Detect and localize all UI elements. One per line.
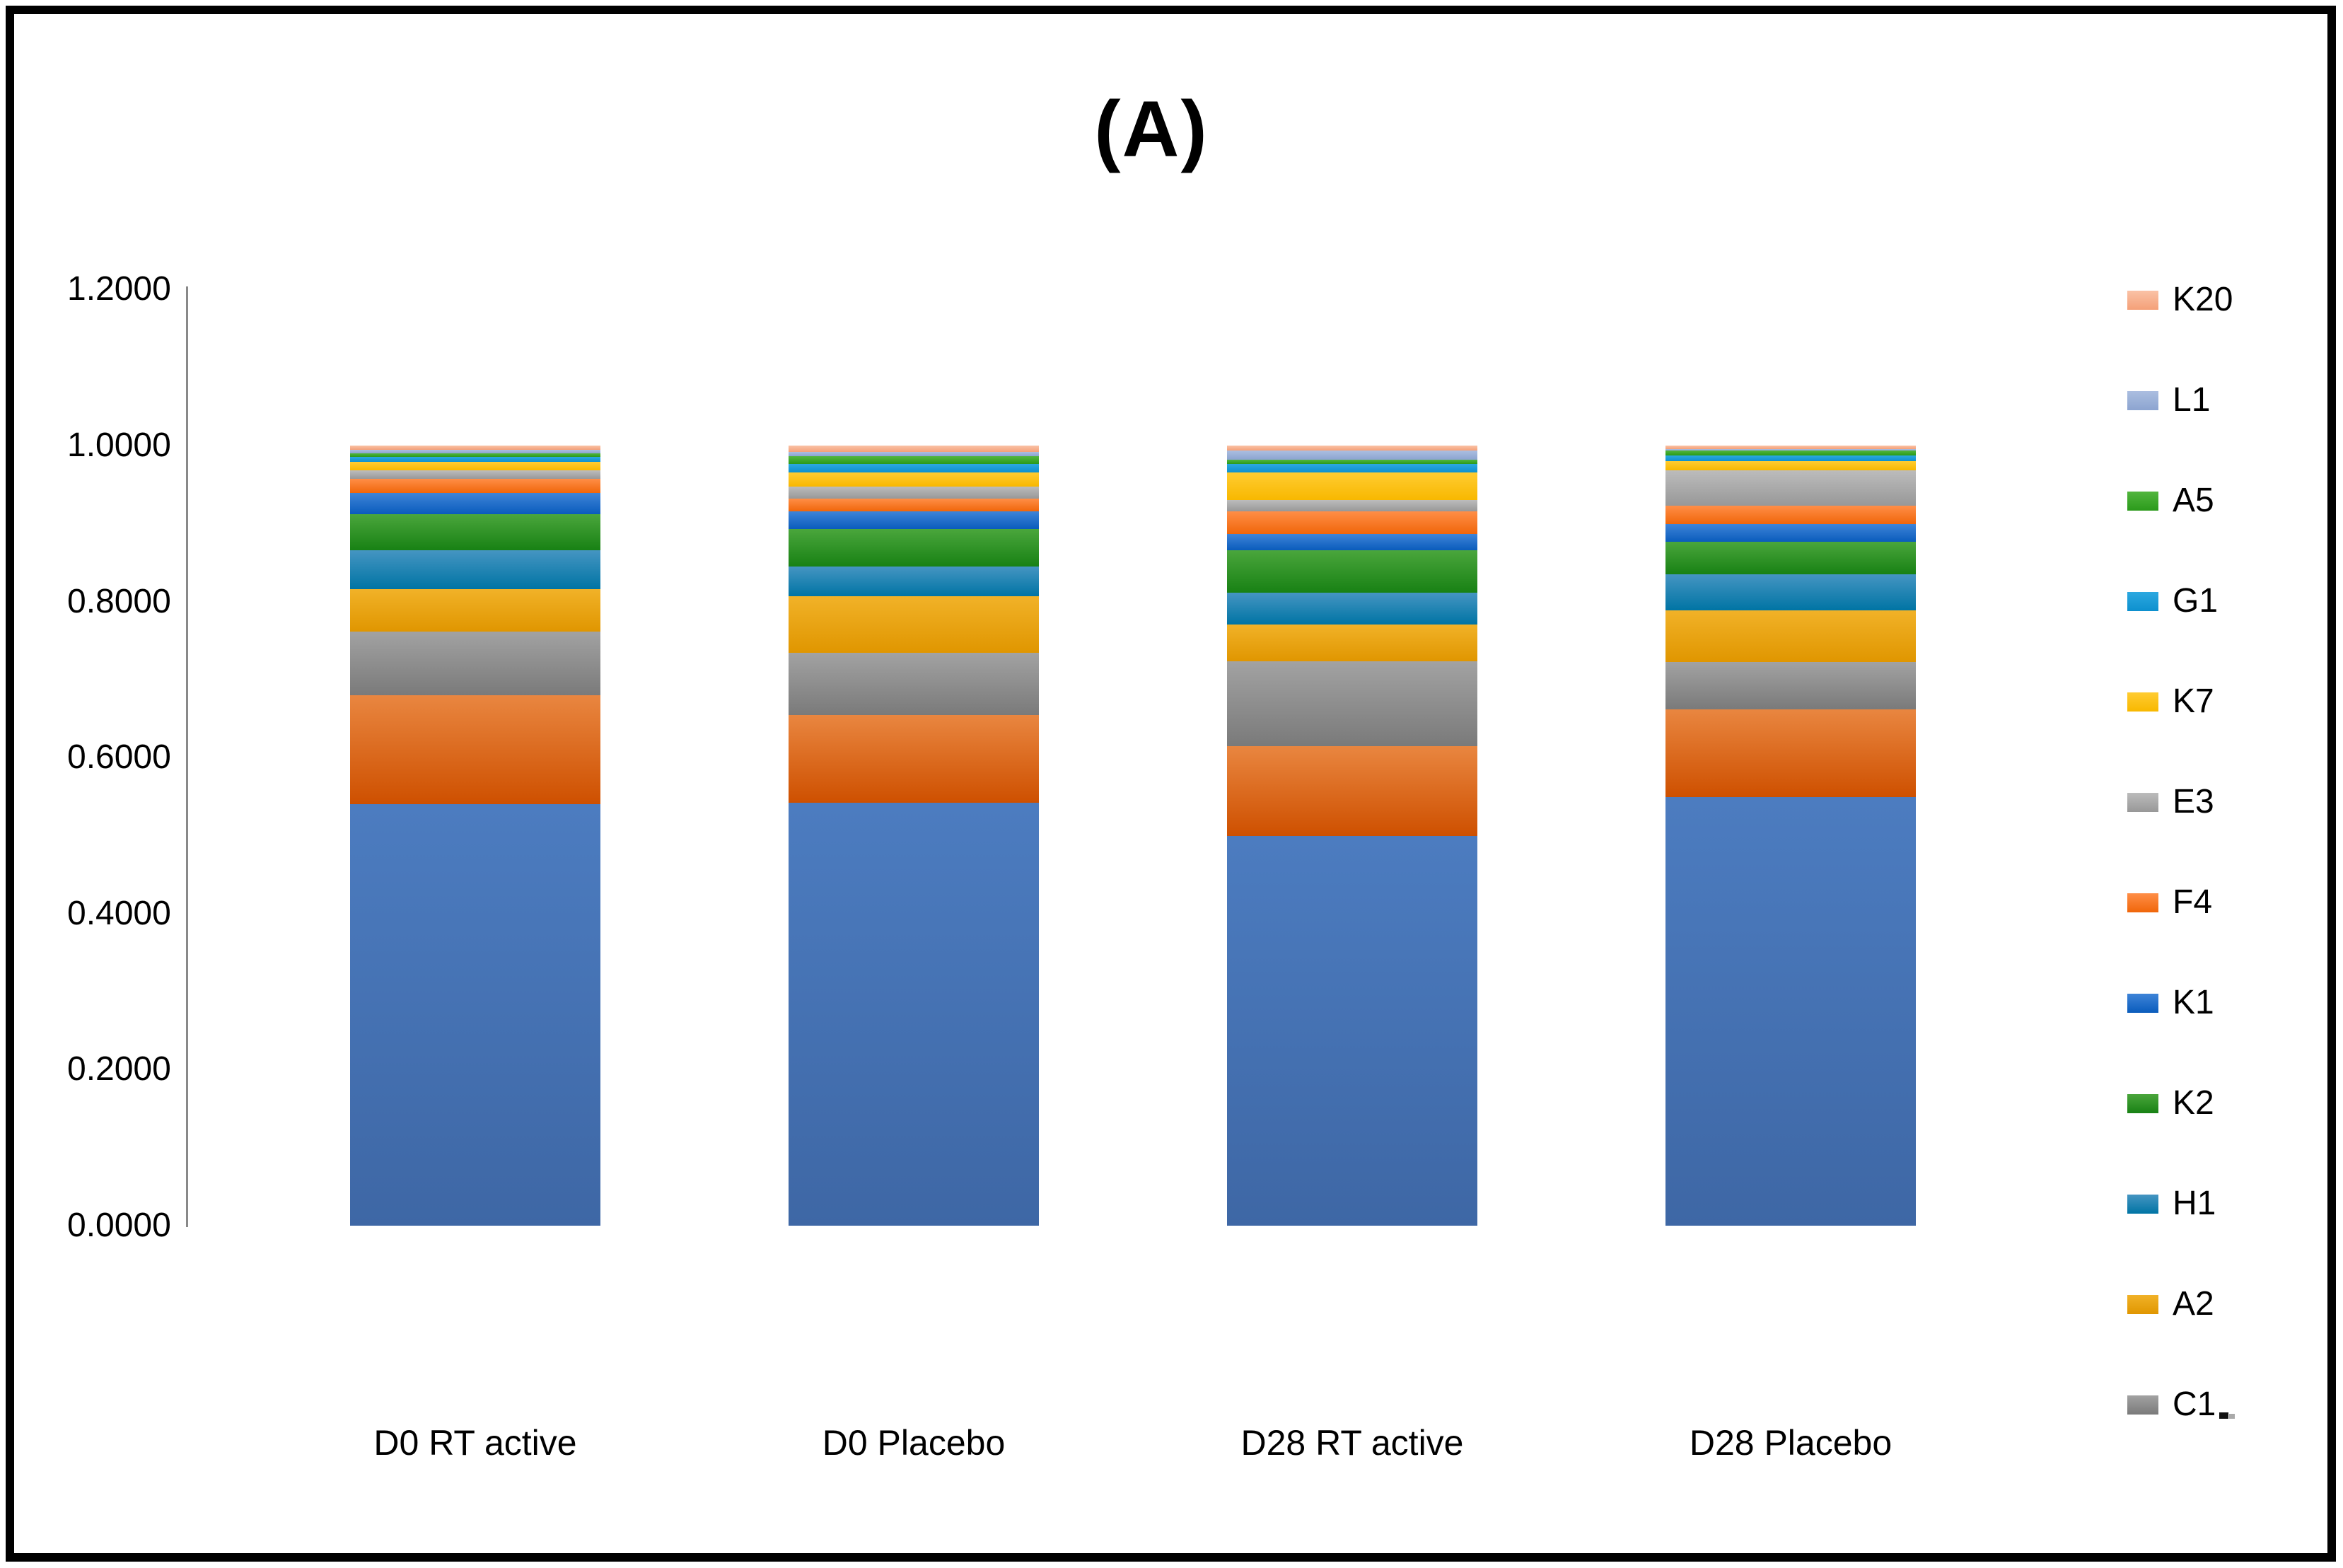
- y-tick-label: 0.6000: [67, 738, 171, 777]
- legend-swatch-G1: [2127, 592, 2158, 611]
- cropped-legend-artifact-gray: [2229, 1414, 2235, 1419]
- bar-segment-G1: [1227, 463, 1477, 472]
- bar-segment-A5: [1227, 459, 1477, 464]
- x-category-label: D28 Placebo: [1689, 1423, 1893, 1463]
- bar-segment-A2: [1665, 610, 1916, 662]
- bar-segment-H1: [1665, 574, 1916, 610]
- bar-segment-unlabeled-blue-base: [1227, 835, 1477, 1226]
- bar-segment-K2: [350, 513, 600, 550]
- bar-segment-E3: [1665, 470, 1916, 506]
- y-tick-label: 0.2000: [67, 1050, 171, 1088]
- bar-segment-C1: [789, 653, 1039, 716]
- bar-segment-G1: [789, 464, 1039, 473]
- bar-segment-unlabeled-blue-base: [1665, 796, 1916, 1226]
- bar-segment-L1: [350, 449, 600, 453]
- bar-segment-F4: [789, 499, 1039, 511]
- x-category-label: D28 RT active: [1240, 1423, 1464, 1463]
- bar-segment-unlabeled-orange-base: [1227, 745, 1477, 836]
- legend-label-K2: K2: [2173, 1084, 2214, 1122]
- bar-segment-C1: [350, 631, 600, 695]
- bar-segment-unlabeled-orange-base: [350, 695, 600, 804]
- bar-segment-G1: [1665, 455, 1916, 461]
- y-tick-label: 0.4000: [67, 894, 171, 932]
- legend-swatch-K2: [2127, 1094, 2158, 1113]
- legend-swatch-L1: [2127, 391, 2158, 410]
- bar-segment-F4: [350, 478, 600, 493]
- bar-segment-G1: [350, 456, 600, 462]
- legend-label-C1: C1: [2173, 1386, 2216, 1423]
- bar-segment-A2: [350, 588, 600, 632]
- bar-segment-C1: [1227, 661, 1477, 746]
- x-category-label: D0 Placebo: [822, 1423, 1006, 1463]
- y-axis-line: [186, 286, 188, 1227]
- legend-label-E3: E3: [2173, 783, 2214, 820]
- legend-swatch-E3: [2127, 793, 2158, 812]
- bar-segment-L1: [1227, 450, 1477, 460]
- bar-segment-K2: [789, 529, 1039, 567]
- bar-segment-K7: [789, 472, 1039, 487]
- y-tick-label: 1.0000: [67, 426, 171, 464]
- legend-swatch-A5: [2127, 492, 2158, 511]
- bar-segment-K2: [1665, 541, 1916, 574]
- bar-segment-A5: [1665, 450, 1916, 455]
- bar-segment-unlabeled-blue-base: [350, 803, 600, 1226]
- bar-segment-K7: [350, 461, 600, 470]
- bar-segment-K20: [1227, 446, 1477, 451]
- legend-label-A2: A2: [2173, 1285, 2214, 1323]
- bar-segment-L1: [789, 452, 1039, 456]
- y-tick-label: 1.2000: [67, 270, 171, 308]
- legend-label-G1: G1: [2173, 582, 2219, 620]
- x-category-label: D0 RT active: [373, 1423, 577, 1463]
- y-tick-label: 0.0000: [67, 1207, 171, 1244]
- bar-segment-K20: [789, 446, 1039, 453]
- bar-segment-K20: [350, 446, 600, 450]
- bar-segment-E3: [1227, 499, 1477, 511]
- bar-segment-C1: [1665, 661, 1916, 709]
- bar-segment-A5: [789, 456, 1039, 465]
- legend-label-L1: L1: [2173, 381, 2211, 419]
- chart-outer-border: [6, 6, 2336, 1562]
- bar-segment-K7: [1665, 460, 1916, 470]
- bar-segment-K1: [350, 492, 600, 514]
- bar-segment-K20: [1665, 446, 1916, 449]
- bar-segment-A2: [789, 596, 1039, 654]
- legend-label-K7: K7: [2173, 683, 2214, 720]
- legend-swatch-C1: [2127, 1395, 2158, 1415]
- legend-swatch-H1: [2127, 1195, 2158, 1214]
- bar-segment-H1: [789, 567, 1039, 597]
- legend-swatch-A2: [2127, 1295, 2158, 1314]
- legend-label-F4: F4: [2173, 883, 2213, 921]
- bar-segment-H1: [1227, 593, 1477, 625]
- bar-segment-F4: [1227, 511, 1477, 534]
- bar-segment-E3: [350, 470, 600, 479]
- bar-segment-K2: [1227, 550, 1477, 593]
- legend-swatch-K20: [2127, 291, 2158, 310]
- legend-label-K1: K1: [2173, 984, 2214, 1021]
- legend-swatch-F4: [2127, 893, 2158, 912]
- bar-segment-unlabeled-orange-base: [1665, 709, 1916, 797]
- legend-label-K20: K20: [2173, 281, 2233, 318]
- bar-segment-unlabeled-orange-base: [789, 715, 1039, 803]
- legend-swatch-K1: [2127, 994, 2158, 1013]
- bar-segment-A5: [350, 453, 600, 457]
- bar-segment-unlabeled-blue-base: [789, 803, 1039, 1226]
- bar-segment-K1: [1227, 533, 1477, 551]
- legend-label-A5: A5: [2173, 482, 2214, 519]
- bar-segment-H1: [350, 550, 600, 589]
- bar-segment-K7: [1227, 472, 1477, 500]
- bar-segment-K1: [789, 511, 1039, 529]
- bar-segment-F4: [1665, 505, 1916, 524]
- legend-swatch-K7: [2127, 692, 2158, 712]
- y-tick-label: 0.8000: [67, 582, 171, 620]
- bar-segment-E3: [789, 487, 1039, 499]
- legend-label-H1: H1: [2173, 1185, 2216, 1222]
- bar-segment-L1: [1665, 448, 1916, 451]
- bar-segment-K1: [1665, 523, 1916, 542]
- bar-segment-A2: [1227, 625, 1477, 661]
- chart-title: (A): [1094, 85, 1209, 173]
- cropped-legend-artifact: [2219, 1412, 2228, 1419]
